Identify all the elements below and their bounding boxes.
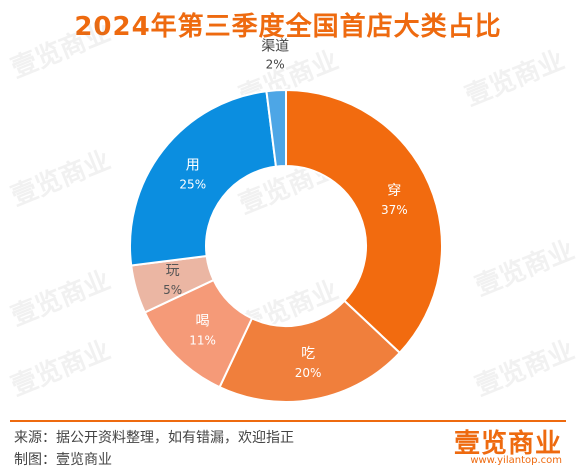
- footer-divider: [10, 420, 566, 422]
- slice-4: [129, 90, 278, 267]
- donut-chart: 穿 37% 吃 20% 喝 11% 玩 5% 用 25% 渠道 2%: [129, 38, 443, 403]
- slice-category-label: 喝: [196, 313, 210, 329]
- slice-value-label: 20%: [295, 366, 322, 380]
- slice-value-label: 25%: [179, 178, 206, 192]
- slice-value-label: 2%: [266, 57, 285, 71]
- source-note: 来源：据公开资料整理，如有错漏，欢迎指正: [14, 430, 294, 446]
- chart-title: 2024年第三季度全国首店大类占比: [74, 12, 502, 42]
- slice-value-label: 11%: [189, 333, 216, 347]
- slice-category-label: 玩: [166, 263, 180, 279]
- slice-value-label: 37%: [381, 203, 408, 217]
- author-note: 制图：壹览商业: [14, 452, 112, 468]
- slice-category-label: 用: [186, 158, 200, 174]
- slice-1: [218, 299, 402, 403]
- slice-category-label: 穿: [387, 183, 401, 199]
- slice-value-label: 5%: [163, 283, 182, 297]
- slice-category-label: 吃: [301, 346, 315, 362]
- brand-url: www.yilantop.com: [470, 455, 562, 466]
- slice-5: [265, 88, 287, 168]
- slice-0: [285, 88, 443, 355]
- slice-category-label: 渠道: [261, 38, 289, 54]
- brand-logo: 壹览商业: [453, 429, 562, 459]
